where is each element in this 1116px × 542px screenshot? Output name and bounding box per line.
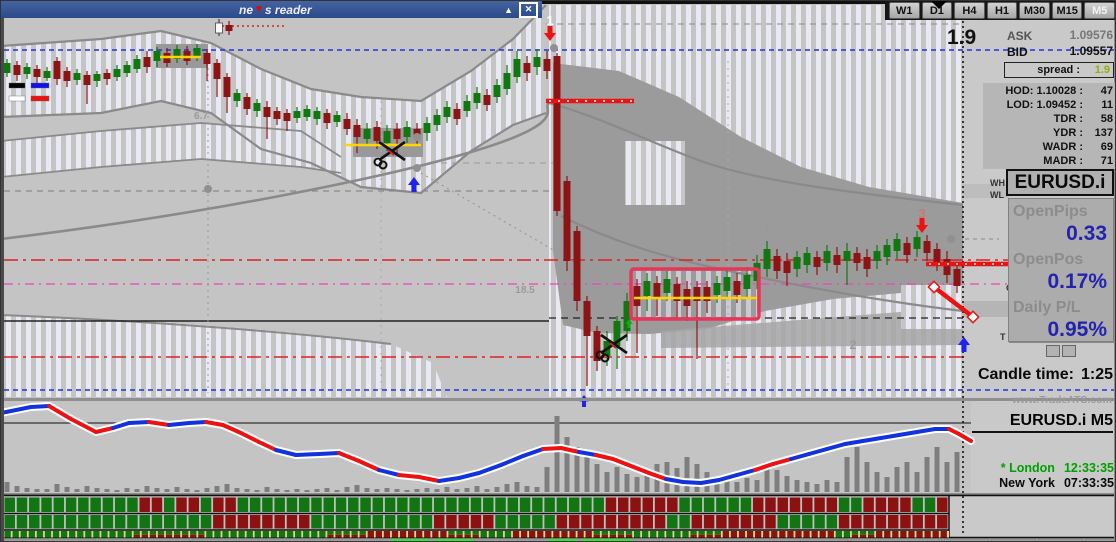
dropdown-notch-icon bbox=[931, 1, 947, 9]
count-annotations: 1 1 2 3 6.7 18.5 bbox=[194, 13, 926, 352]
weekly-high-fragment: WH bbox=[990, 178, 1005, 188]
session-clocks: * London 12:33:35 New York 07:33:35 bbox=[954, 460, 1114, 490]
stats-label: YDR : bbox=[1053, 127, 1083, 139]
red-down-arrow-icon: ▼ bbox=[254, 4, 264, 15]
trend-arrow-line bbox=[927, 280, 980, 324]
ma-legend-swatches bbox=[8, 82, 50, 102]
window-title: ne ▼ s reader bbox=[239, 3, 312, 17]
collapse-icon[interactable]: ▲ bbox=[504, 4, 513, 15]
bid-label: BID bbox=[1007, 45, 1028, 59]
metric-group: Daily P/L 0.95% bbox=[1013, 298, 1109, 342]
bottom-scrollbar bbox=[3, 538, 1115, 541]
scissors-markers bbox=[373, 140, 628, 363]
level-lines bbox=[4, 21, 1114, 535]
stats-label: TDR : bbox=[1053, 113, 1083, 125]
metric-value: 0.17% bbox=[1047, 270, 1107, 293]
session-time: 07:33:35 bbox=[1063, 475, 1114, 490]
session-name: New York bbox=[999, 475, 1055, 490]
target-level-fragment: T bbox=[1000, 332, 1006, 342]
metric-group: OpenPips 0.33 bbox=[1013, 202, 1109, 246]
stats-row: LOD: 1.09452 : 11 bbox=[985, 98, 1113, 112]
timeframe-button-m30[interactable]: M30 bbox=[1019, 2, 1050, 19]
stats-label: WADR : bbox=[1042, 141, 1083, 153]
session-row-ny: New York 07:33:35 bbox=[954, 475, 1114, 490]
timeframe-button-h4[interactable]: H4 bbox=[954, 2, 985, 19]
svg-text:1: 1 bbox=[764, 220, 771, 234]
timeframe-button-m15[interactable]: M15 bbox=[1051, 2, 1083, 19]
svg-text:3: 3 bbox=[918, 206, 925, 221]
candle-timer-value: 1:25 bbox=[1080, 366, 1113, 383]
bid-value: 1.09557 bbox=[1069, 44, 1113, 58]
candle-timer-label: Candle time: bbox=[977, 366, 1074, 383]
close-icon[interactable]: ✕ bbox=[519, 1, 538, 18]
stats-row: WADR : 69 bbox=[985, 140, 1113, 154]
metric-label: Daily P/L bbox=[1013, 299, 1081, 316]
metric-value: 0.95% bbox=[1047, 318, 1107, 341]
stats-value: 69 bbox=[1100, 141, 1113, 153]
stats-row: HOD: 1.10028 : 47 bbox=[985, 84, 1113, 98]
title-text-pre: ne bbox=[239, 2, 254, 17]
oscillator-pane bbox=[1, 402, 1114, 495]
stats-value: 71 bbox=[1100, 155, 1113, 167]
svg-text:18.5: 18.5 bbox=[515, 285, 535, 296]
signal-heatmap bbox=[4, 494, 1114, 539]
stats-value: 58 bbox=[1100, 113, 1113, 125]
candle-timer: Candle time: 1:25 bbox=[957, 366, 1113, 384]
spread-big-value: 1.9 bbox=[947, 26, 977, 49]
stats-value: 137 bbox=[1094, 127, 1113, 139]
panel-resize-button-1[interactable] bbox=[1046, 345, 1060, 357]
stats-label: LOD: 1.09452 : bbox=[1006, 99, 1083, 111]
symbol-panel: EURUSD.i bbox=[1006, 169, 1114, 196]
timeframe-toolbar: W1 D1 H4 H1 M30 M15 M5 bbox=[885, 1, 1115, 20]
stats-value: 47 bbox=[1100, 85, 1113, 97]
ask-value: 1.09576 bbox=[1069, 28, 1113, 42]
ask-label: ASK bbox=[1007, 29, 1033, 43]
panel-resize-button-2[interactable] bbox=[1062, 345, 1076, 357]
top-frame-strip bbox=[542, 1, 885, 4]
entry-lines bbox=[546, 98, 1009, 267]
stats-row: MADR : 71 bbox=[985, 154, 1113, 168]
session-row-london: * London 12:33:35 bbox=[954, 460, 1114, 475]
timeframe-button-h1[interactable]: H1 bbox=[986, 2, 1018, 19]
chart-symbol-label: EURUSD.i M5 bbox=[972, 412, 1113, 433]
svg-text:2: 2 bbox=[850, 338, 857, 352]
pivot-dots bbox=[204, 44, 955, 243]
stats-row: TDR : 58 bbox=[985, 112, 1113, 126]
svg-text:1: 1 bbox=[546, 13, 553, 28]
metric-value: 0.33 bbox=[1066, 222, 1107, 245]
spread-box: spread : 1.9 bbox=[1004, 62, 1114, 78]
stats-label: MADR : bbox=[1043, 155, 1083, 167]
metric-group: OpenPos 0.17% bbox=[1013, 250, 1109, 294]
session-name: * London bbox=[1000, 460, 1055, 475]
breakout-box bbox=[629, 267, 761, 321]
timeframe-button-w1[interactable]: W1 bbox=[889, 2, 920, 19]
spread-label: spread : bbox=[1037, 64, 1080, 76]
weekly-low-fragment: WL bbox=[990, 190, 1004, 200]
news-reader-titlebar[interactable]: ne ▼ s reader ▲ ✕ bbox=[1, 1, 542, 18]
metric-label: OpenPips bbox=[1013, 203, 1088, 220]
timeframe-button-m5[interactable]: M5 bbox=[1084, 2, 1115, 19]
stats-row: YDR : 137 bbox=[985, 126, 1113, 140]
title-text-post: s reader bbox=[264, 2, 312, 17]
session-time: 12:33:35 bbox=[1063, 460, 1114, 475]
metric-label: OpenPos bbox=[1013, 251, 1084, 268]
svg-text:6.7: 6.7 bbox=[194, 111, 208, 122]
position-metrics-panel: OpenPips 0.33 OpenPos 0.17% Daily P/L 0.95% bbox=[1008, 198, 1114, 342]
watermark: www.TradeATS.com bbox=[1012, 394, 1112, 406]
candlesticks bbox=[3, 19, 961, 386]
stats-label: HOD: 1.10028 : bbox=[1005, 85, 1083, 97]
stats-value: 11 bbox=[1101, 99, 1113, 111]
spread-value: 1.9 bbox=[1094, 64, 1110, 76]
range-stats-panel: HOD: 1.10028 :47 LOD: 1.09452 :11 TDR :58 Y… bbox=[983, 83, 1115, 169]
